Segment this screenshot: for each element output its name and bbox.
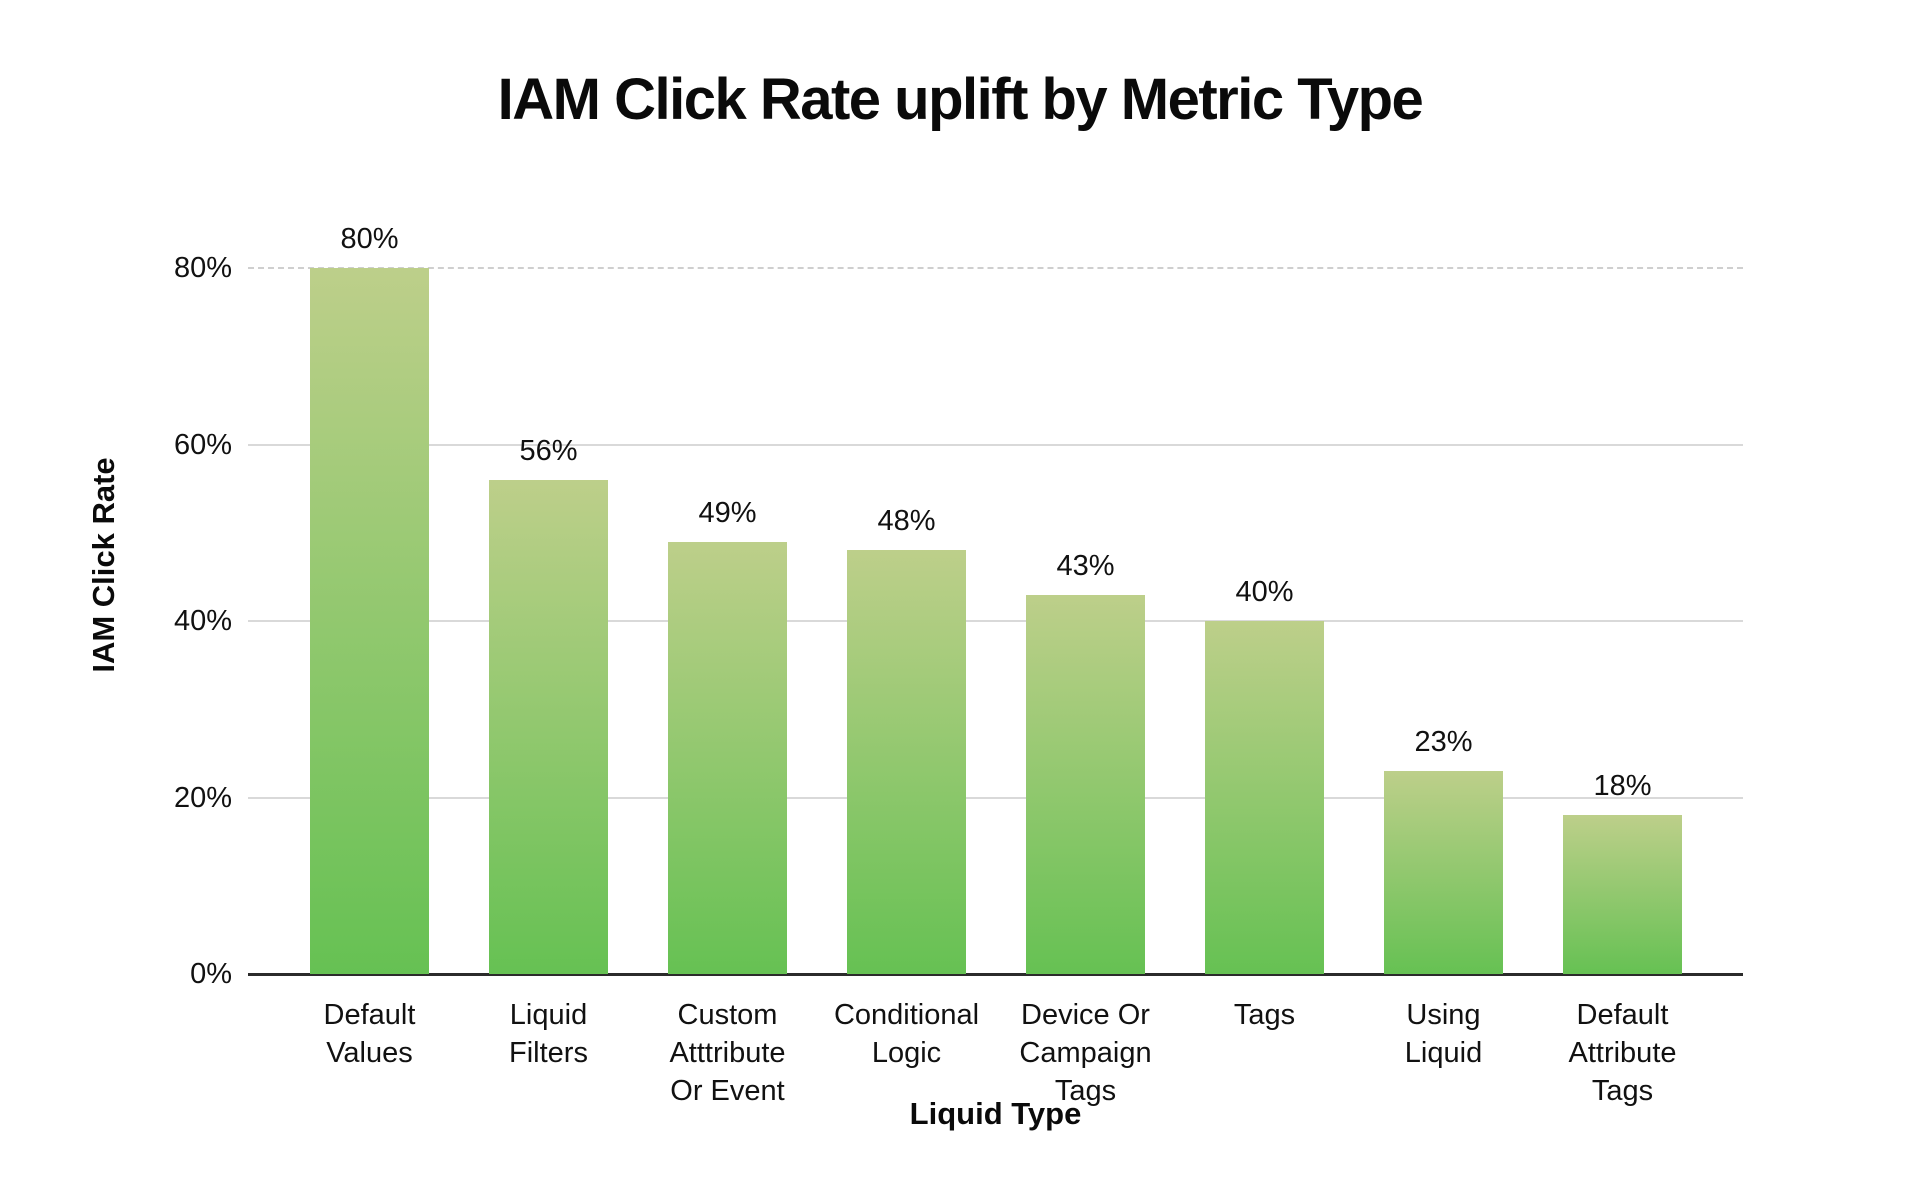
y-tick-label: 80% [173,252,232,284]
category-label: Default Attribute Tags [1568,999,1677,1107]
category-label: Device Or Campaign Tags [1019,999,1152,1107]
category-label: Using Liquid [1404,999,1483,1069]
category-label: Tags [1233,999,1296,1031]
bar-5 [1026,594,1145,974]
x-axis-title: Liquid Type [909,1096,1082,1131]
category-label: Liquid Filters [509,999,588,1069]
gridline-80 [248,267,1743,269]
y-axis-title: IAM Click Rate [86,457,121,673]
y-tick-label: 40% [173,605,232,637]
bar-value-label: 23% [1414,726,1473,759]
category-label: Custom Atttribute Or Event [669,999,786,1107]
x-axis-category-labels: Default Values Liquid Filters Custom Atttr… [248,996,1743,1136]
bar-8 [1563,815,1682,974]
y-tick-label: 0% [190,958,232,990]
chart-title: IAM Click Rate uplift by Metric Type [497,67,1424,132]
plot-area: 0% 20% 40% 60% 80% 80% 56% 49% 48% 43% 40% 23% 18% [174,223,1743,990]
y-tick-label: 20% [173,781,232,814]
bar-value-label: 48% [877,505,936,538]
bar-3 [668,541,787,974]
bar-value-label: 18% [1593,770,1652,803]
bar-2 [489,479,608,974]
bar-6 [1205,621,1324,974]
gridline-20 [248,796,1743,799]
gridline-40 [248,620,1743,622]
bar-7 [1384,771,1503,974]
bar-value-label: 80% [340,223,399,255]
category-label: Conditional Logic [833,999,980,1069]
bar-value-label: 49% [698,496,757,529]
gridline-60 [248,443,1743,446]
category-label: Default Values [323,999,416,1069]
bar-1 [310,268,429,974]
y-tick-label: 60% [173,428,232,461]
bar-value-label: 43% [1056,549,1115,582]
x-axis-line [248,973,1743,976]
bar-value-label: 56% [519,434,578,467]
bar-value-label: 40% [1235,576,1294,608]
bar-4 [847,550,966,974]
